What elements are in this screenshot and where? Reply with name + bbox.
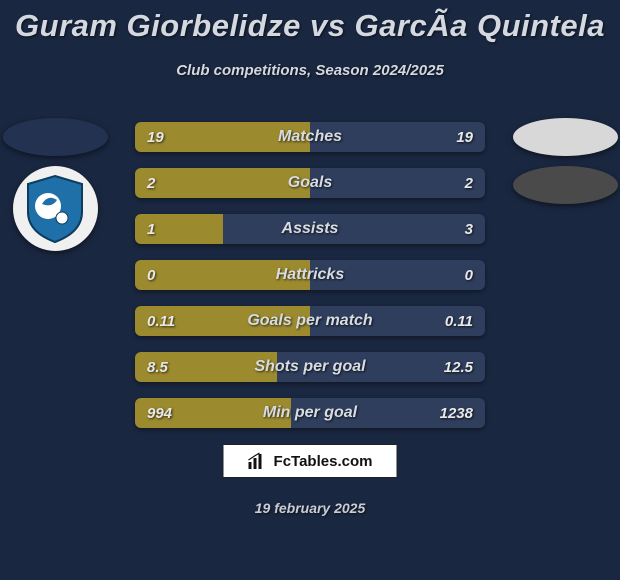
stat-row: Goals22 bbox=[135, 168, 485, 198]
footer-brand-box[interactable]: FcTables.com bbox=[223, 444, 398, 478]
shield-icon bbox=[24, 174, 86, 244]
stat-bar-left bbox=[135, 260, 310, 290]
stat-bar-right bbox=[310, 168, 485, 198]
stat-value-right: 12.5 bbox=[444, 359, 473, 376]
stat-bar-right bbox=[223, 214, 486, 244]
stat-value-right: 3 bbox=[465, 221, 473, 238]
stat-row: Min per goal9941238 bbox=[135, 398, 485, 428]
flag-oval-right-2 bbox=[513, 166, 618, 204]
stat-value-right: 19 bbox=[456, 129, 473, 146]
stat-row: Assists13 bbox=[135, 214, 485, 244]
stats-table: Matches1919Goals22Assists13Hattricks00Go… bbox=[135, 122, 485, 444]
page-title: Guram Giorbelidze vs GarcÃ­a Quintela bbox=[0, 0, 620, 44]
stat-value-left: 994 bbox=[147, 405, 172, 422]
subtitle: Club competitions, Season 2024/2025 bbox=[0, 62, 620, 79]
stat-bar-left bbox=[135, 168, 310, 198]
club-logo-left bbox=[13, 166, 98, 251]
stat-value-right: 2 bbox=[465, 175, 473, 192]
stat-value-left: 2 bbox=[147, 175, 155, 192]
stat-value-left: 1 bbox=[147, 221, 155, 238]
stat-row: Goals per match0.110.11 bbox=[135, 306, 485, 336]
stat-row: Hattricks00 bbox=[135, 260, 485, 290]
stat-value-left: 0.11 bbox=[147, 313, 175, 330]
stat-value-right: 1238 bbox=[440, 405, 473, 422]
footer-brand-text: FcTables.com bbox=[274, 453, 373, 470]
chart-icon bbox=[248, 452, 268, 470]
stat-value-left: 19 bbox=[147, 129, 164, 146]
flag-oval-right-1 bbox=[513, 118, 618, 156]
stat-bar-right bbox=[310, 260, 485, 290]
left-player-column bbox=[0, 118, 110, 251]
right-player-column bbox=[510, 118, 620, 214]
stat-value-left: 8.5 bbox=[147, 359, 168, 376]
stat-value-right: 0.11 bbox=[445, 313, 473, 330]
stat-row: Shots per goal8.512.5 bbox=[135, 352, 485, 382]
stat-value-left: 0 bbox=[147, 267, 155, 284]
stat-row: Matches1919 bbox=[135, 122, 485, 152]
stat-value-right: 0 bbox=[465, 267, 473, 284]
flag-oval-left bbox=[3, 118, 108, 156]
date-text: 19 february 2025 bbox=[0, 500, 620, 516]
